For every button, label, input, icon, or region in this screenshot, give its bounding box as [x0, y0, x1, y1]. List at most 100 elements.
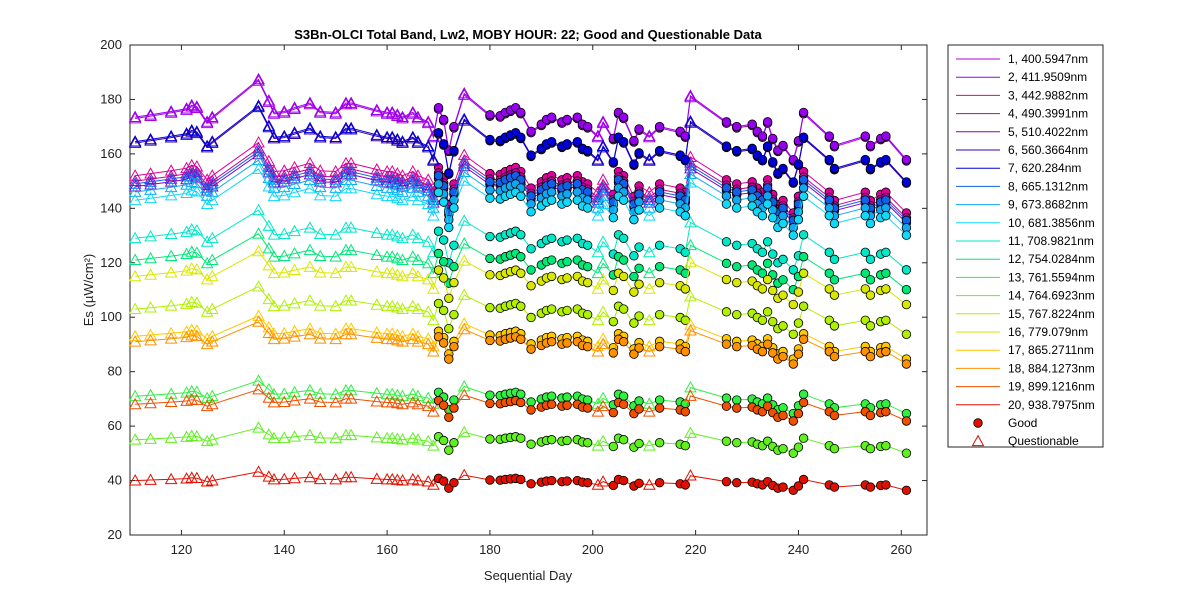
good-point	[881, 247, 891, 258]
good-point	[901, 448, 912, 458]
questionable-point	[329, 170, 343, 182]
good-point	[449, 121, 459, 132]
good-point	[865, 482, 876, 492]
good-point	[634, 343, 644, 353]
y-tick-label: 80	[108, 364, 122, 379]
good-point	[757, 284, 768, 294]
good-point	[680, 284, 691, 294]
questionable-point	[180, 247, 193, 260]
questionable-point	[180, 386, 193, 398]
questionable-point	[591, 153, 605, 165]
questionable-point	[252, 100, 265, 113]
questionable-point	[164, 387, 178, 399]
good-point	[732, 403, 742, 413]
questionable-point	[200, 272, 214, 285]
questionable-point	[427, 154, 440, 166]
questionable-point	[344, 221, 358, 233]
good-point	[721, 199, 732, 209]
questionable-point	[385, 189, 399, 202]
good-point	[901, 177, 912, 187]
questionable-point	[277, 104, 291, 117]
questionable-point	[406, 130, 420, 143]
questionable-point	[303, 327, 317, 340]
questionable-point	[180, 264, 193, 276]
good-point	[824, 203, 835, 213]
good-point	[762, 307, 773, 317]
good-point	[778, 254, 788, 265]
questionable-point	[313, 472, 327, 485]
questionable-point	[457, 425, 471, 438]
questionable-point	[267, 332, 281, 345]
questionable-point	[596, 235, 610, 247]
questionable-point	[370, 430, 384, 443]
good-point	[881, 203, 891, 213]
good-point	[654, 438, 665, 448]
questionable-point	[344, 167, 358, 180]
questionable-point	[262, 154, 276, 167]
y-tick-label: 160	[100, 146, 122, 161]
questionable-point	[303, 96, 317, 108]
questionable-point	[252, 74, 265, 86]
questionable-point	[457, 214, 471, 226]
series-11	[128, 203, 912, 275]
questionable-point	[128, 193, 142, 206]
questionable-point	[684, 426, 697, 438]
good-point	[526, 281, 536, 291]
questionable-point	[190, 126, 204, 139]
good-point	[485, 475, 495, 485]
legend-label: 14, 764.6923nm	[1008, 289, 1095, 303]
questionable-point	[277, 387, 291, 399]
good-point	[721, 183, 732, 193]
legend-label: Good	[1008, 416, 1037, 430]
good-point	[721, 393, 732, 403]
questionable-point	[164, 169, 178, 182]
questionable-point	[252, 136, 265, 148]
questionable-point	[262, 382, 276, 395]
y-tick-label: 100	[100, 309, 122, 324]
questionable-point	[411, 231, 425, 244]
questionable-point	[457, 288, 471, 300]
good-point	[865, 321, 876, 331]
questionable-point	[262, 94, 276, 106]
questionable-point	[288, 185, 301, 198]
good-point	[582, 341, 593, 352]
questionable-point	[164, 129, 178, 142]
good-point	[901, 485, 912, 496]
good-point	[444, 354, 454, 364]
good-point	[793, 481, 804, 491]
x-tick-label: 120	[171, 542, 193, 557]
legend-label: 5, 510.4022nm	[1008, 125, 1088, 139]
questionable-point	[267, 266, 281, 279]
questionable-point	[596, 305, 610, 317]
questionable-point	[313, 169, 327, 182]
questionable-point	[262, 470, 276, 482]
questionable-point	[252, 227, 265, 239]
questionable-point	[591, 245, 605, 258]
good-point	[438, 338, 449, 348]
questionable-point	[329, 181, 343, 193]
questionable-point	[128, 180, 142, 192]
questionable-point	[591, 478, 605, 490]
good-point	[768, 348, 778, 358]
good-point	[582, 478, 593, 488]
good-point	[721, 191, 732, 201]
good-point	[444, 412, 454, 422]
good-point	[485, 231, 495, 242]
questionable-point	[329, 228, 343, 240]
good-point	[793, 287, 804, 297]
good-point	[526, 265, 536, 275]
good-point	[768, 249, 778, 259]
x-tick-label: 240	[788, 542, 810, 557]
good-point	[732, 203, 742, 213]
questionable-point	[288, 263, 301, 276]
good-point	[433, 332, 444, 342]
good-point	[516, 474, 526, 485]
good-point	[860, 284, 870, 294]
questionable-point	[406, 189, 420, 202]
questionable-point	[313, 326, 327, 339]
good-point	[762, 191, 773, 201]
questionable-point	[344, 322, 358, 334]
questionable-point	[370, 168, 384, 180]
y-axis-label: Es (µW/cm²)	[81, 254, 96, 326]
questionable-point	[313, 104, 327, 117]
